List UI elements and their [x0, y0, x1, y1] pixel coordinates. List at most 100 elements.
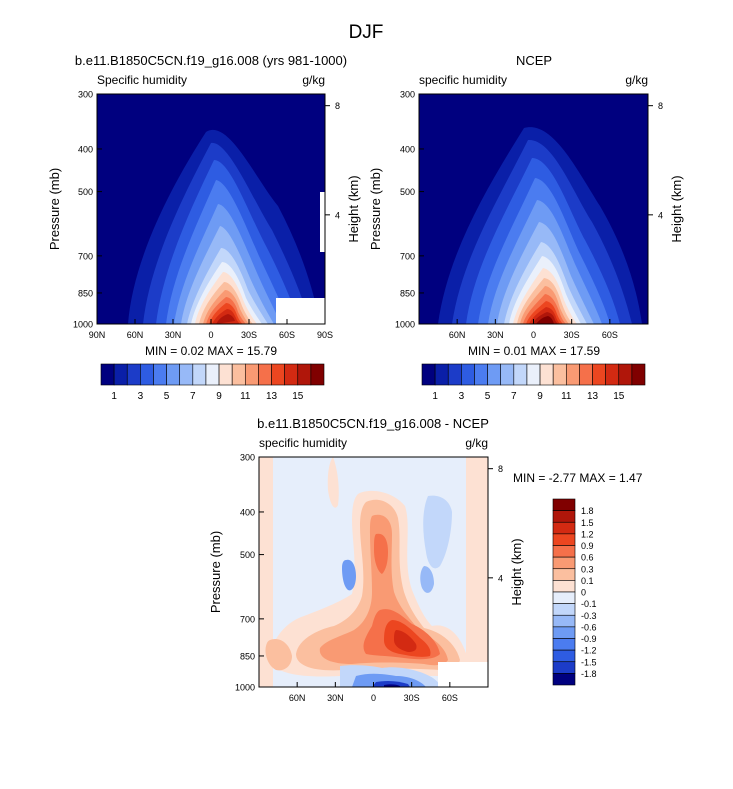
panel-model-height-ticks: 84: [325, 101, 340, 220]
colorbar-swatch: [113, 363, 128, 386]
colorbar-label: 15: [613, 391, 625, 402]
colorbar-swatch: [631, 363, 646, 386]
colorbar-swatch: [552, 580, 576, 593]
colorbar-label: 3: [138, 391, 144, 402]
colorbar-swatch: [447, 363, 462, 386]
colorbar-swatch: [552, 568, 576, 581]
panel-ncep: NCEP specific humidity g/kg Pressure (mb…: [368, 53, 684, 358]
colorbar-swatch: [552, 649, 576, 663]
colorbar-swatch: [179, 363, 194, 386]
y-tick-label: 700: [400, 251, 415, 261]
colorbar-label: -1.8: [581, 669, 597, 679]
colorbar-swatch: [258, 363, 272, 386]
colorbar-swatch: [618, 363, 633, 386]
x-tick-label: 30S: [564, 330, 580, 340]
colorbar-swatch: [565, 363, 580, 386]
y-tick-label: 300: [78, 90, 93, 100]
colorbar-label: -0.3: [581, 611, 597, 621]
panel-ncep-height-ticks: 84: [648, 101, 663, 220]
colorbar-label: 1: [432, 391, 438, 402]
panel-diff-y-ticks: 300 400 500 700 850 1000: [235, 453, 264, 693]
colorbar-swatch: [153, 363, 167, 386]
colorbar-swatch: [526, 363, 541, 386]
colorbar-label: -0.1: [581, 599, 597, 609]
colorbar-swatch: [297, 363, 312, 386]
colorbar-swatch: [552, 591, 576, 604]
height-tick-label: 4: [658, 210, 663, 220]
height-tick-label: 8: [335, 101, 340, 111]
colorbar-swatch: [166, 363, 181, 386]
colorbar-swatch: [231, 363, 246, 386]
colorbar-label: 0.3: [581, 564, 594, 574]
panel-ncep-ylabel: Pressure (mb): [368, 168, 383, 250]
colorbar-label: 15: [292, 391, 304, 402]
colorbar-swatch: [552, 661, 576, 674]
colorbar-label: 7: [190, 391, 196, 402]
colorbar-swatch: [552, 638, 576, 651]
colorbar-swatch: [100, 363, 115, 386]
panel-model-plot: [96, 93, 326, 325]
x-tick-label: 0: [531, 330, 536, 340]
panel-model-variable: Specific humidity: [97, 73, 187, 87]
colorbar-label: 0.6: [581, 553, 594, 563]
x-tick-label: 60S: [279, 330, 295, 340]
panel-ncep-x-ticks: 60N 30N 0 30S 60S: [449, 319, 618, 340]
y-tick-label: 700: [78, 251, 93, 261]
height-tick-label: 4: [498, 573, 503, 583]
colorbar-label: 3: [459, 391, 465, 402]
colorbar-label: 0: [581, 588, 586, 598]
colorbar-label: 1.5: [581, 518, 594, 528]
colorbar-swatch: [205, 363, 220, 386]
colorbar-swatch: [218, 363, 233, 386]
figure-title: DJF: [349, 22, 384, 43]
panel-model-ylabel: Pressure (mb): [47, 168, 62, 250]
panel-diff-plot: [258, 456, 489, 688]
colorbar-swatch: [421, 363, 436, 386]
panel-diff-ylabel: Pressure (mb): [208, 531, 223, 613]
colorbar-swatch: [552, 510, 576, 523]
colorbar-label: -0.9: [581, 634, 597, 644]
colorbar-swatch: [310, 363, 325, 386]
colorbar-label: 1: [111, 391, 117, 402]
colorbar-swatch: [552, 521, 576, 535]
colorbar-swatch: [140, 363, 154, 386]
x-tick-label: 30N: [487, 330, 504, 340]
colorbar-swatch: [539, 363, 554, 386]
colorbar-swatch: [192, 363, 207, 386]
panel-model-y-ticks: 300 400 500 700 850 1000: [73, 90, 102, 330]
colorbar-label: 13: [587, 391, 599, 402]
y-tick-label: 850: [240, 651, 255, 661]
colorbar-swatch: [552, 498, 576, 511]
colorbar-swatch: [605, 363, 620, 386]
x-tick-label: 90N: [89, 330, 106, 340]
panel-diff-variable: specific humidity: [259, 436, 347, 450]
y-tick-label: 1000: [235, 683, 255, 693]
panel-model-units: g/kg: [302, 73, 325, 87]
panel-ncep-y-ticks: 300 400 500 700 850 1000: [395, 90, 424, 330]
panel-diff-stats: MIN = -2.77 MAX = 1.47: [513, 471, 643, 485]
y-tick-label: 850: [78, 288, 93, 298]
y-tick-label: 500: [400, 187, 415, 197]
height-tick-label: 8: [498, 464, 503, 474]
panel-ncep-ylabel-right: Height (km): [669, 175, 684, 242]
y-tick-label: 1000: [73, 320, 93, 330]
colorbar-label: 5: [164, 391, 170, 402]
y-tick-label: 400: [400, 144, 415, 154]
colorbar-swatch: [552, 614, 576, 628]
panel-model: b.e11.B1850C5CN.f19_g16.008 (yrs 981-100…: [47, 53, 361, 358]
colorbar-swatch: [434, 363, 449, 386]
panel-model-x-ticks: 90N 60N 30N 0 30S 60S 90S: [89, 319, 333, 340]
panel-ncep-plot: [418, 93, 649, 325]
colorbar-label: 9: [216, 391, 222, 402]
colorbar-label: 0.1: [581, 576, 594, 586]
colorbar-swatch: [552, 556, 576, 570]
panel-ncep-title: NCEP: [516, 53, 552, 68]
colorbar-swatch: [552, 603, 576, 616]
colorbar-label: 11: [240, 391, 251, 402]
colorbar-swatch: [552, 363, 567, 386]
height-tick-label: 4: [335, 210, 340, 220]
colorbar-label: -1.5: [581, 657, 597, 667]
x-tick-label: 60N: [127, 330, 144, 340]
panel-diff-title: b.e11.B1850C5CN.f19_g16.008 - NCEP: [257, 416, 489, 431]
colorbar-swatch: [271, 363, 285, 386]
